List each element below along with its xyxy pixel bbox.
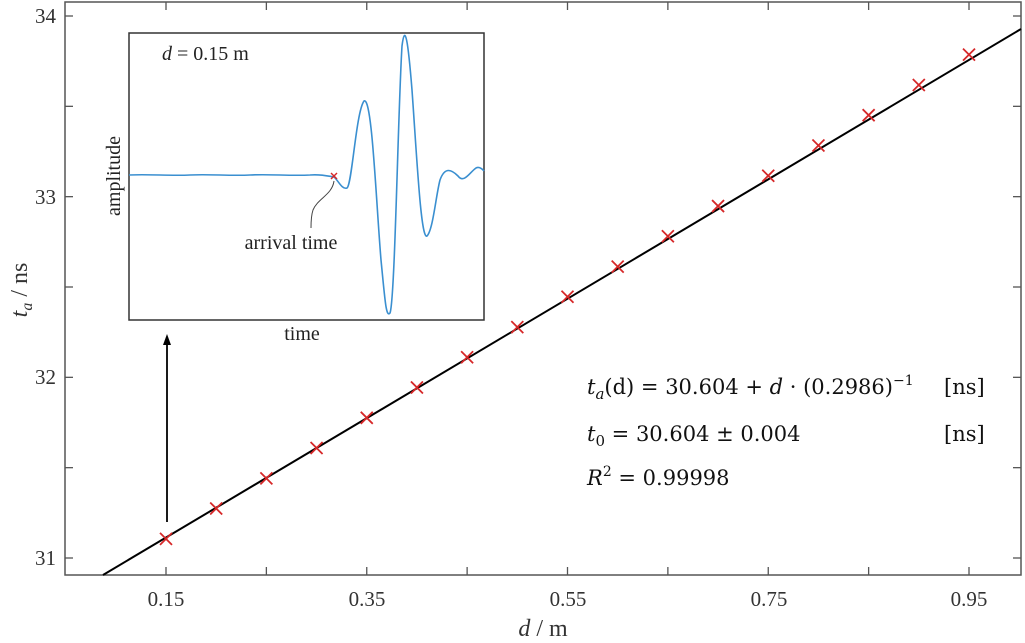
- arrival-pointer: [310, 180, 335, 229]
- data-marker: [611, 259, 625, 274]
- inset-y-label: amplitude: [103, 136, 125, 216]
- data-marker: [510, 320, 524, 334]
- y-axis-label: ta / ns: [7, 263, 36, 318]
- x-tick-labels: 0.15 0.35 0.55 0.75 0.95: [148, 587, 988, 611]
- data-marker: [159, 532, 173, 546]
- data-marker: [811, 138, 826, 153]
- x-axis-label: d / m: [518, 616, 568, 642]
- t0-unit: [ns]: [944, 422, 985, 446]
- arrow-to-inset: [163, 334, 171, 522]
- waveform-line: [128, 34, 485, 315]
- data-marker: [962, 48, 976, 62]
- data-marker: [661, 229, 675, 243]
- t0-value: t0 = 30.604 ± 0.004: [587, 422, 801, 450]
- y-tick-31: 31: [35, 546, 56, 570]
- data-marker: [410, 380, 424, 395]
- y-tick-33: 33: [35, 185, 56, 209]
- data-marker: [560, 290, 575, 304]
- fit-annotations: ta(d) = 30.604 + d · (0.2986)−1 [ns] t0 …: [586, 373, 985, 490]
- inset-x-label: time: [284, 323, 320, 345]
- r-squared: R2 = 0.99998: [586, 464, 730, 490]
- plot-frame: [64, 1, 1022, 576]
- data-marker: [309, 441, 324, 455]
- data-marker: [912, 78, 926, 92]
- data-marker: [761, 169, 775, 183]
- data-marker: [460, 350, 474, 364]
- arrival-marker: [330, 172, 338, 180]
- axis-ticks: [65, 2, 1021, 575]
- y-tick-32: 32: [35, 365, 56, 389]
- y-tick-34: 34: [35, 4, 57, 28]
- y-tick-labels: 31 32 33 34: [35, 4, 57, 570]
- x-tick-0.55: 0.55: [550, 587, 587, 611]
- arrival-time-label: arrival time: [245, 232, 338, 254]
- data-marker: [259, 471, 274, 485]
- data-markers: [159, 48, 976, 546]
- inset-frame: [128, 32, 485, 321]
- x-tick-0.75: 0.75: [751, 587, 788, 611]
- fit-equation: ta(d) = 30.604 + d · (0.2986)−1: [587, 373, 914, 403]
- x-tick-0.95: 0.95: [951, 587, 988, 611]
- data-marker: [711, 199, 725, 213]
- inset-waveform: arrival time d = 0.15 m time amplitude: [103, 32, 485, 345]
- x-tick-0.35: 0.35: [349, 587, 386, 611]
- x-tick-0.15: 0.15: [148, 587, 185, 611]
- data-marker: [209, 501, 223, 516]
- data-marker: [360, 411, 374, 425]
- fit-equation-unit: [ns]: [944, 375, 985, 399]
- data-marker: [861, 108, 876, 122]
- inset-title: d = 0.15 m: [162, 43, 249, 65]
